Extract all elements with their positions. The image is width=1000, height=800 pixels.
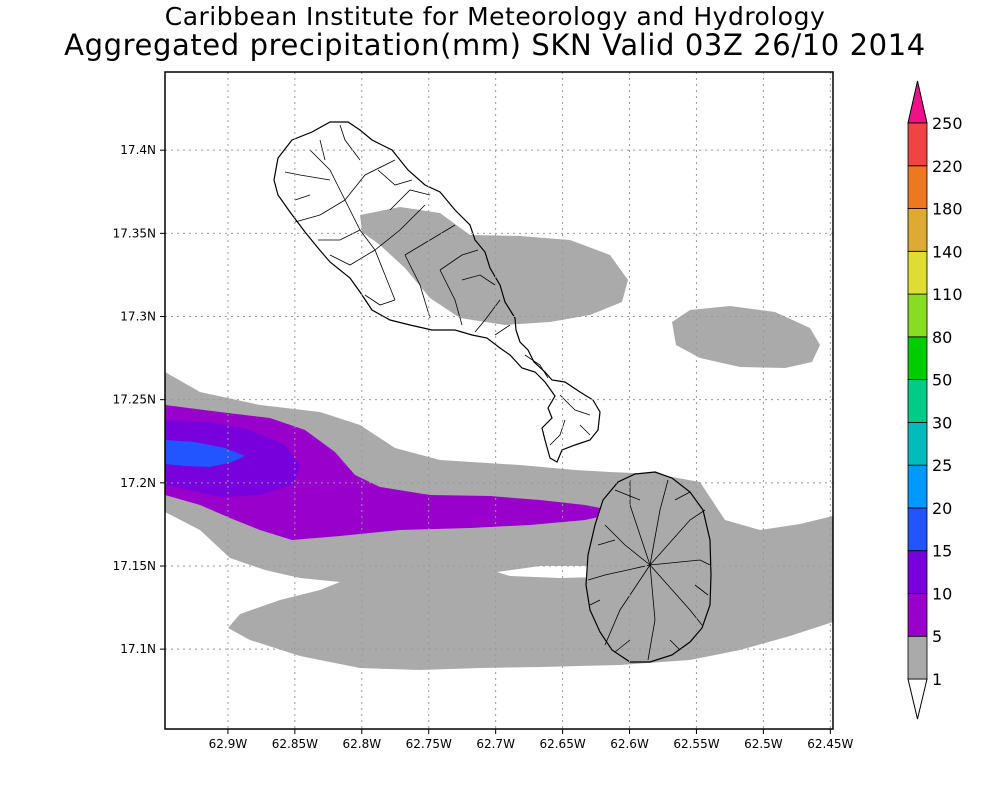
y-tick-label: 17.35N bbox=[113, 226, 156, 240]
colorbar-segment bbox=[907, 593, 928, 637]
colorbar-segment bbox=[907, 250, 928, 295]
colorbar-label: 180 bbox=[932, 200, 963, 219]
colorbar-label: 15 bbox=[932, 542, 952, 561]
nevis-watersheds bbox=[587, 479, 711, 661]
precip-area-north-1 bbox=[360, 207, 628, 325]
precip-band-15-20mm bbox=[165, 440, 245, 467]
colorbar-segment bbox=[907, 208, 928, 252]
y-tick-label: 17.15N bbox=[113, 559, 156, 573]
colorbar-segment bbox=[907, 293, 928, 338]
st-kitts-watersheds bbox=[284, 124, 591, 446]
x-axis-ticks: 62.9W 62.85W 62.8W 62.75W 62.7W 62.65W 62.6W 62… bbox=[209, 729, 854, 751]
plot-frame bbox=[164, 71, 834, 730]
st-kitts-island bbox=[273, 121, 601, 463]
colorbar-label: 140 bbox=[932, 242, 963, 261]
y-tick-label: 17.3N bbox=[120, 310, 156, 324]
colorbar-label: 80 bbox=[932, 328, 952, 347]
colorbar-segment bbox=[907, 379, 928, 423]
x-tick-label: 62.45W bbox=[807, 737, 853, 751]
y-axis-ticks: 17.4N 17.35N 17.3N 17.25N 17.2N 17.15N 17.1N bbox=[113, 143, 165, 656]
colorbar-label: 5 bbox=[932, 627, 942, 646]
y-tick-label: 17.4N bbox=[120, 143, 156, 157]
colorbar-max-triangle bbox=[907, 80, 928, 124]
colorbar-segment bbox=[907, 165, 928, 209]
colorbar-label: 110 bbox=[932, 285, 963, 304]
colorbar-segment bbox=[907, 336, 928, 381]
colorbar-segment bbox=[907, 507, 928, 552]
colorbar-label: 10 bbox=[932, 584, 952, 603]
colorbar-label: 1 bbox=[932, 670, 942, 689]
x-tick-label: 62.65W bbox=[539, 737, 585, 751]
colorbar-label: 250 bbox=[932, 114, 963, 133]
x-tick-label: 62.85W bbox=[272, 737, 318, 751]
x-tick-label: 62.5W bbox=[744, 737, 783, 751]
x-tick-label: 62.75W bbox=[406, 737, 452, 751]
colorbar-label: 20 bbox=[932, 499, 952, 518]
x-tick-label: 62.6W bbox=[610, 737, 649, 751]
colorbar-segment bbox=[907, 464, 928, 509]
colorbar-label: 50 bbox=[932, 371, 952, 390]
colorbar-segment bbox=[907, 550, 928, 594]
colorbar-label: 25 bbox=[932, 456, 952, 475]
x-tick-label: 62.9W bbox=[209, 737, 248, 751]
colorbar-min-triangle bbox=[907, 678, 928, 720]
chart-title-line2: Aggregated precipitation(mm) SKN Valid 0… bbox=[64, 28, 926, 62]
precip-area-east bbox=[672, 306, 820, 368]
colorbar-label: 220 bbox=[932, 157, 963, 176]
y-tick-label: 17.25N bbox=[113, 393, 156, 407]
colorbar-segment bbox=[907, 421, 928, 466]
y-tick-label: 17.2N bbox=[120, 476, 156, 490]
colorbar-segment bbox=[907, 122, 928, 167]
precip-band-5-10mm bbox=[165, 405, 612, 540]
precip-band-10-15mm bbox=[165, 420, 618, 518]
gridlines bbox=[165, 72, 833, 729]
colorbar-label: 30 bbox=[932, 413, 952, 432]
x-tick-label: 62.7W bbox=[476, 737, 515, 751]
colorbar-segment bbox=[907, 635, 928, 680]
x-tick-label: 62.8W bbox=[342, 737, 381, 751]
y-tick-label: 17.1N bbox=[120, 642, 156, 656]
x-tick-label: 62.55W bbox=[673, 737, 719, 751]
chart-title-line1: Caribbean Institute for Meteorology and … bbox=[164, 2, 826, 31]
